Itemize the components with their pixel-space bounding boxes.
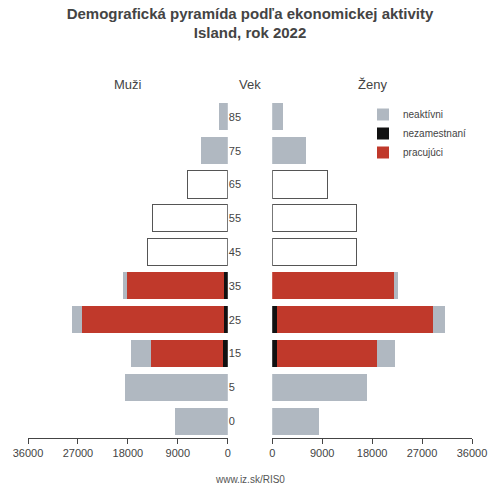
svg-text:27000: 27000 xyxy=(407,447,438,459)
svg-text:www.iz.sk/RIS0: www.iz.sk/RIS0 xyxy=(215,474,285,485)
svg-text:0: 0 xyxy=(229,415,235,427)
svg-text:5: 5 xyxy=(229,381,235,393)
svg-text:55: 55 xyxy=(229,212,241,224)
svg-text:65: 65 xyxy=(229,178,241,190)
svg-text:36000: 36000 xyxy=(457,447,488,459)
svg-text:Ženy: Ženy xyxy=(358,77,387,92)
svg-text:Demografická pyramída podľa ek: Demografická pyramída podľa ekonomickej … xyxy=(67,5,434,42)
svg-text:nezamestnaní: nezamestnaní xyxy=(403,128,466,139)
svg-text:18000: 18000 xyxy=(113,447,144,459)
svg-text:45: 45 xyxy=(229,246,241,258)
svg-text:neaktívni: neaktívni xyxy=(403,109,443,120)
svg-text:0: 0 xyxy=(269,447,275,459)
svg-text:36000: 36000 xyxy=(13,447,44,459)
svg-text:Muži: Muži xyxy=(114,77,142,92)
svg-text:18000: 18000 xyxy=(357,447,388,459)
svg-text:9000: 9000 xyxy=(166,447,190,459)
svg-text:pracujúci: pracujúci xyxy=(403,147,443,158)
svg-text:0: 0 xyxy=(225,447,231,459)
svg-text:27000: 27000 xyxy=(63,447,94,459)
svg-text:15: 15 xyxy=(229,347,241,359)
svg-text:85: 85 xyxy=(229,111,241,123)
svg-text:Vek: Vek xyxy=(239,77,261,92)
svg-text:25: 25 xyxy=(229,314,241,326)
svg-text:35: 35 xyxy=(229,280,241,292)
svg-text:75: 75 xyxy=(229,145,241,157)
svg-text:9000: 9000 xyxy=(310,447,334,459)
